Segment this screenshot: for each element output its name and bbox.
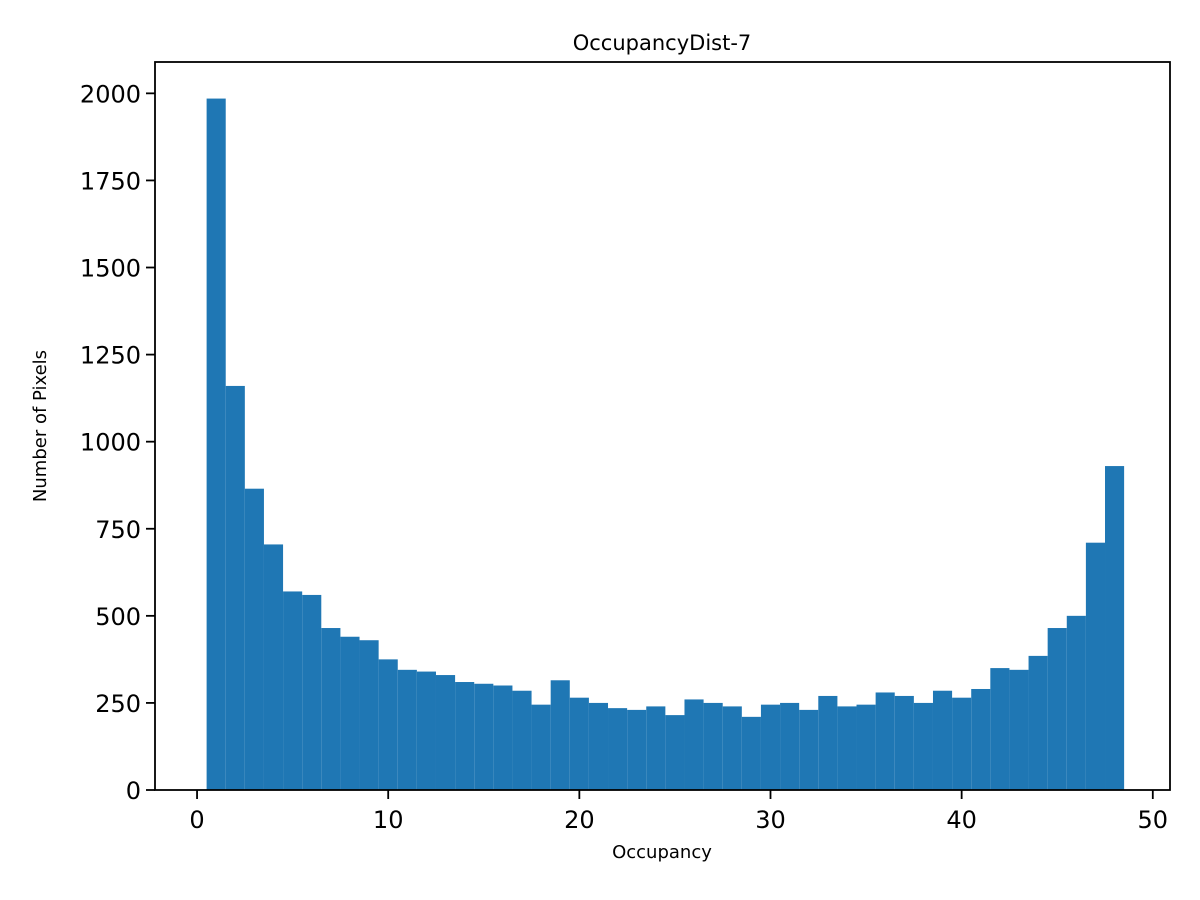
histogram-bar <box>455 682 475 790</box>
histogram-bar <box>416 671 436 790</box>
histogram-bar <box>971 688 991 790</box>
histogram-bar <box>760 704 781 790</box>
histogram-bar <box>818 695 838 790</box>
histogram-bar <box>378 659 398 790</box>
y-tick-label: 750 <box>95 516 141 544</box>
histogram-bar <box>340 636 360 790</box>
histogram-bar <box>646 706 666 790</box>
histogram-bar <box>1047 628 1067 790</box>
x-tick-label: 50 <box>1138 806 1169 834</box>
histogram-bar <box>627 709 647 790</box>
histogram-bar <box>1028 655 1048 790</box>
histogram-bar <box>569 697 589 790</box>
y-tick-label: 1750 <box>80 167 141 195</box>
histogram-bar <box>474 683 494 790</box>
histogram-bar <box>952 697 972 790</box>
histogram-bar <box>990 668 1010 790</box>
histogram-bar <box>837 706 857 790</box>
histogram-bar <box>263 544 284 790</box>
histogram-bar <box>1066 615 1086 790</box>
y-tick-label: 1250 <box>80 342 141 370</box>
y-tick-label: 0 <box>126 777 141 805</box>
histogram-bar <box>703 702 723 790</box>
histogram-bar <box>435 675 456 790</box>
histogram-bar <box>302 594 322 790</box>
histogram-bar <box>397 669 417 790</box>
histogram-bar <box>1009 669 1029 790</box>
axes-layer: 0 10 20 30 40 5002505007501000125015001750200… <box>80 61 1171 834</box>
y-tick-label: 250 <box>95 690 141 718</box>
histogram-bar <box>741 716 761 790</box>
histogram-bar <box>856 704 876 790</box>
y-tick-label: 1000 <box>80 429 141 457</box>
histogram-bar <box>531 704 551 790</box>
histogram-bar <box>932 690 953 790</box>
histogram-bar <box>684 699 704 790</box>
histogram-bar <box>722 706 742 790</box>
y-tick-label: 500 <box>95 603 141 631</box>
x-tick-label: 30 <box>755 806 786 834</box>
histogram-bar <box>1085 542 1105 790</box>
histogram-bar <box>321 628 341 790</box>
histogram-bar <box>665 715 685 790</box>
histogram-bar <box>512 690 532 790</box>
histogram-bar <box>894 695 914 790</box>
histogram-bar <box>283 591 303 790</box>
plot-border <box>154 61 1171 791</box>
histogram-bar <box>493 685 513 790</box>
chart-title: OccupancyDist-7 <box>573 31 752 55</box>
histogram-bar <box>588 702 609 790</box>
x-tick-label: 10 <box>373 806 404 834</box>
y-tick-label: 1500 <box>80 255 141 283</box>
histogram-bar <box>206 98 226 790</box>
histogram-bar <box>359 640 379 790</box>
bars-layer <box>206 98 1125 790</box>
x-tick-label: 40 <box>946 806 977 834</box>
x-tick-label: 0 <box>189 806 204 834</box>
histogram-bar <box>608 708 628 790</box>
histogram-bar <box>550 680 570 790</box>
histogram-bar <box>875 692 895 790</box>
y-tick-label: 2000 <box>80 80 141 108</box>
y-axis-label: Number of Pixels <box>30 350 51 502</box>
histogram-bar <box>780 702 800 790</box>
x-tick-label: 20 <box>564 806 595 834</box>
histogram-bar <box>913 702 933 790</box>
histogram-bar <box>225 385 245 790</box>
histogram-bar <box>1105 466 1125 790</box>
histogram-bar <box>244 488 264 790</box>
histogram-bar <box>799 709 819 790</box>
x-axis-label: Occupancy <box>612 842 712 863</box>
